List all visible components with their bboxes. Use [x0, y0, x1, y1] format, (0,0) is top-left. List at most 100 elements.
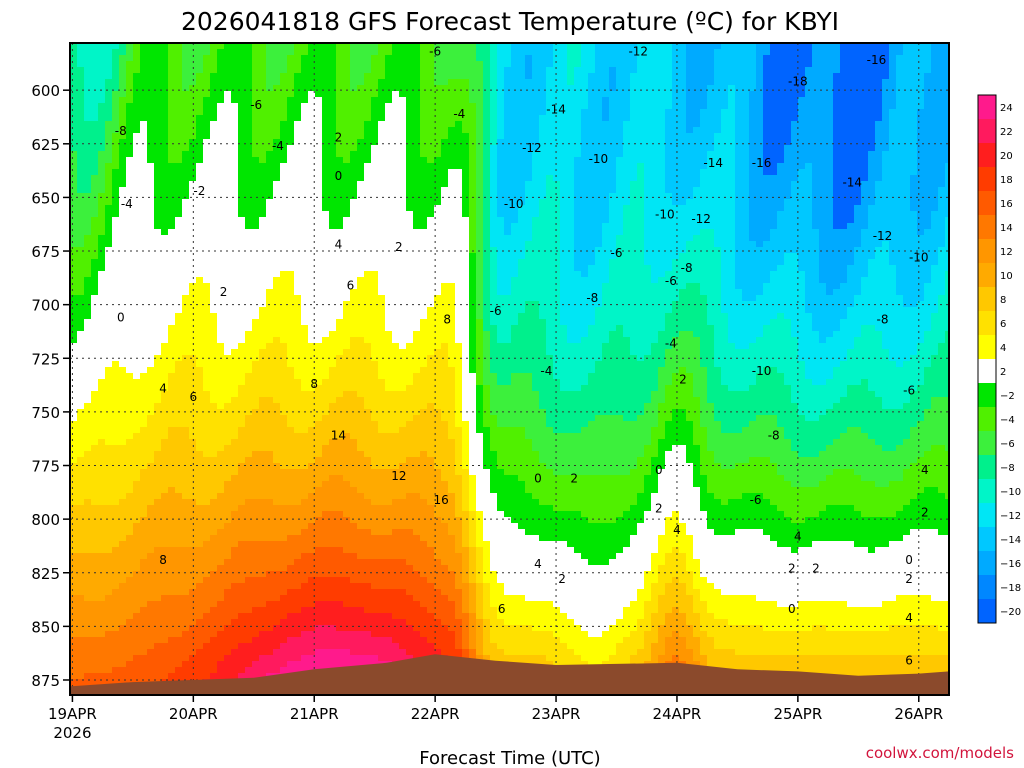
temperature-cell: [168, 673, 176, 680]
temperature-cell: [203, 205, 211, 212]
temperature-cell: [77, 631, 85, 638]
temperature-cell: [294, 361, 302, 368]
temperature-cell: [105, 601, 113, 608]
temperature-cell: [371, 79, 379, 86]
temperature-cell: [294, 265, 302, 272]
temperature-cell: [161, 325, 169, 332]
temperature-cell: [329, 535, 337, 542]
temperature-cell: [182, 55, 190, 62]
temperature-cell: [280, 613, 288, 620]
temperature-cell: [133, 469, 141, 476]
temperature-cell: [231, 529, 239, 536]
temperature-cell: [105, 313, 113, 320]
temperature-cell: [364, 49, 372, 56]
temperature-cell: [119, 349, 127, 356]
temperature-cell: [238, 121, 246, 128]
temperature-cell: [294, 613, 302, 620]
temperature-cell: [154, 607, 162, 614]
temperature-cell: [315, 421, 323, 428]
temperature-cell: [245, 499, 253, 506]
temperature-cell: [273, 481, 281, 488]
temperature-cell: [287, 553, 295, 560]
temperature-cell: [175, 187, 183, 194]
temperature-cell: [161, 433, 169, 440]
temperature-cell: [294, 205, 302, 212]
temperature-cell: [266, 385, 274, 392]
temperature-cell: [161, 535, 169, 542]
temperature-cell: [378, 379, 386, 386]
temperature-cell: [210, 127, 218, 134]
temperature-cell: [91, 379, 99, 386]
temperature-cell: [371, 277, 379, 284]
temperature-cell: [140, 97, 148, 104]
temperature-cell: [224, 595, 232, 602]
temperature-cell: [175, 193, 183, 200]
temperature-cell: [329, 385, 337, 392]
temperature-cell: [385, 523, 393, 530]
temperature-cell: [259, 541, 267, 548]
temperature-cell: [77, 415, 85, 422]
temperature-cell: [168, 523, 176, 530]
temperature-cell: [336, 295, 344, 302]
temperature-cell: [371, 655, 379, 662]
temperature-cell: [378, 295, 386, 302]
temperature-cell: [168, 373, 176, 380]
temperature-cell: [280, 97, 288, 104]
temperature-cell: [210, 481, 218, 488]
temperature-cell: [224, 505, 232, 512]
temperature-cell: [175, 163, 183, 170]
temperature-cell: [182, 361, 190, 368]
temperature-cell: [364, 283, 372, 290]
temperature-cell: [252, 571, 260, 578]
temperature-cell: [343, 547, 351, 554]
temperature-cell: [168, 145, 176, 152]
temperature-cell: [112, 115, 120, 122]
temperature-cell: [84, 331, 92, 338]
temperature-cell: [343, 277, 351, 284]
temperature-cell: [336, 85, 344, 92]
temperature-cell: [168, 109, 176, 116]
temperature-cell: [84, 163, 92, 170]
temperature-cell: [273, 337, 281, 344]
temperature-cell: [105, 91, 113, 98]
temperature-cell: [357, 607, 365, 614]
temperature-cell: [126, 85, 134, 92]
temperature-cell: [210, 613, 218, 620]
temperature-cell: [301, 283, 309, 290]
temperature-cell: [350, 373, 358, 380]
temperature-cell: [252, 49, 260, 56]
temperature-cell: [224, 97, 232, 104]
temperature-cell: [98, 601, 106, 608]
temperature-cell: [154, 517, 162, 524]
temperature-cell: [91, 109, 99, 116]
temperature-cell: [210, 349, 218, 356]
temperature-cell: [294, 133, 302, 140]
temperature-cell: [245, 595, 253, 602]
temperature-cell: [133, 205, 141, 212]
temperature-cell: [203, 271, 211, 278]
temperature-cell: [273, 619, 281, 626]
temperature-cell: [371, 91, 379, 98]
temperature-cell: [182, 229, 190, 236]
temperature-cell: [161, 337, 169, 344]
temperature-cell: [308, 103, 316, 110]
temperature-cell: [378, 229, 386, 236]
temperature-cell: [133, 235, 141, 242]
temperature-cell: [210, 235, 218, 242]
temperature-cell: [280, 301, 288, 308]
temperature-cell: [182, 451, 190, 458]
temperature-cell: [245, 103, 253, 110]
temperature-cell: [259, 499, 267, 506]
temperature-cell: [203, 265, 211, 272]
temperature-cell: [301, 661, 309, 668]
temperature-cell: [203, 667, 211, 674]
temperature-cell: [287, 619, 295, 626]
temperature-cell: [371, 271, 379, 278]
temperature-cell: [336, 343, 344, 350]
temperature-cell: [252, 577, 260, 584]
temperature-cell: [126, 283, 134, 290]
temperature-cell: [91, 427, 99, 434]
temperature-cell: [91, 649, 99, 656]
temperature-cell: [273, 589, 281, 596]
temperature-cell: [245, 121, 253, 128]
